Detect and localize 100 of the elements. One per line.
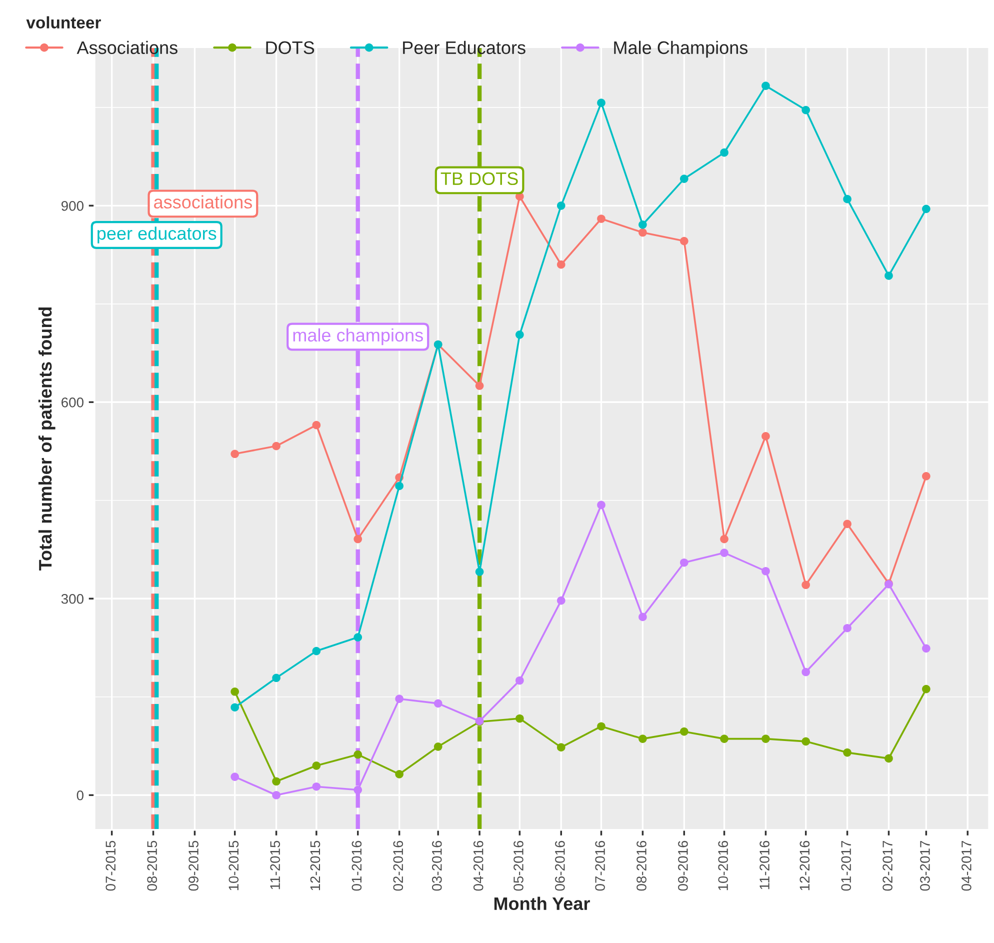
y-tick-label: 600 xyxy=(62,397,84,408)
point xyxy=(720,734,728,743)
y-axis-title: Total number of patients found xyxy=(38,307,56,571)
point xyxy=(272,442,280,450)
point xyxy=(354,633,362,642)
ref-line-label: peer educators xyxy=(98,226,216,244)
point xyxy=(843,194,852,204)
point xyxy=(556,260,566,269)
point xyxy=(354,750,362,759)
point xyxy=(230,687,240,696)
point xyxy=(762,734,770,743)
x-tick-label: 01-2017 xyxy=(841,840,852,891)
y-tick-label: 900 xyxy=(61,200,84,211)
point xyxy=(802,580,810,590)
point xyxy=(762,566,770,576)
point xyxy=(556,743,566,752)
point xyxy=(680,558,688,567)
x-tick-label: 10-2016 xyxy=(718,840,728,890)
point xyxy=(272,777,280,786)
legend-label: DOTS xyxy=(266,41,314,54)
ref-line-label: TB DOTS xyxy=(440,172,518,186)
x-tick-label: 03-2016 xyxy=(432,840,442,891)
x-tick-label: 09-2015 xyxy=(188,840,198,891)
point xyxy=(720,534,728,544)
x-tick-label: 04-2016 xyxy=(473,840,484,891)
point xyxy=(638,220,647,229)
point xyxy=(720,148,728,157)
y-tick-label: 300 xyxy=(61,594,84,604)
point xyxy=(802,106,810,114)
point xyxy=(395,770,404,778)
point xyxy=(395,482,404,490)
point xyxy=(680,174,688,183)
point xyxy=(354,786,362,794)
point xyxy=(762,432,770,440)
point xyxy=(638,228,647,237)
point xyxy=(475,382,484,390)
point xyxy=(843,748,852,757)
point xyxy=(802,668,810,676)
x-tick-label: 09-2016 xyxy=(678,840,688,891)
x-tick-label: 02-2017 xyxy=(882,840,892,891)
x-tick-label: 07-2016 xyxy=(595,840,605,891)
point xyxy=(720,548,728,557)
point xyxy=(556,201,566,210)
point xyxy=(597,500,606,510)
point xyxy=(597,214,606,223)
point xyxy=(680,236,688,246)
point xyxy=(884,272,893,280)
ref-line-label: associations xyxy=(154,195,252,209)
point xyxy=(312,761,321,770)
x-tick-label: 12-2016 xyxy=(800,840,810,890)
point xyxy=(395,694,404,704)
x-tick-label: 02-2016 xyxy=(393,840,404,891)
x-tick-label: 04-2017 xyxy=(962,840,972,891)
x-tick-label: 07-2015 xyxy=(106,840,116,891)
point xyxy=(516,330,524,339)
x-tick-label: 08-2015 xyxy=(147,840,157,891)
x-tick-label: 01-2016 xyxy=(352,840,362,891)
point xyxy=(434,742,442,751)
point xyxy=(475,568,484,576)
point xyxy=(802,737,810,746)
point xyxy=(230,772,240,781)
point xyxy=(843,624,852,632)
legend-label: Associations xyxy=(76,40,178,54)
x-tick-label: 12-2015 xyxy=(310,840,320,890)
point xyxy=(312,420,321,430)
point xyxy=(680,727,688,736)
y-tick-label: 0 xyxy=(76,790,84,800)
point xyxy=(272,790,280,800)
x-tick-label: 05-2016 xyxy=(514,840,524,891)
point xyxy=(843,520,852,528)
x-tick-label: 06-2016 xyxy=(555,840,565,891)
point xyxy=(638,612,647,622)
point xyxy=(516,676,524,685)
point xyxy=(556,596,566,605)
point xyxy=(272,674,280,682)
point xyxy=(638,734,647,743)
point xyxy=(230,450,240,458)
legend-label: Peer Educators xyxy=(403,40,526,54)
point xyxy=(597,722,606,731)
point xyxy=(597,98,606,107)
point xyxy=(922,684,930,694)
ref-line-label: male champions xyxy=(293,328,423,346)
point xyxy=(354,534,362,544)
x-tick-label: 10-2015 xyxy=(228,840,239,890)
x-tick-label: 11-2015 xyxy=(270,840,280,890)
point xyxy=(230,703,240,712)
point xyxy=(312,646,321,656)
x-tick-label: 11-2016 xyxy=(760,840,770,890)
point xyxy=(516,714,524,723)
point xyxy=(434,699,442,708)
legend-label: Male Champions xyxy=(614,40,748,58)
point xyxy=(922,204,930,214)
x-tick-label: 03-2017 xyxy=(920,840,930,891)
point xyxy=(312,782,321,791)
x-tick-label: 08-2016 xyxy=(636,840,646,891)
x-axis-title: Month Year xyxy=(494,896,590,910)
point xyxy=(922,644,930,653)
legend-title: volunteer xyxy=(26,16,101,28)
point xyxy=(884,754,893,763)
point xyxy=(762,82,770,90)
